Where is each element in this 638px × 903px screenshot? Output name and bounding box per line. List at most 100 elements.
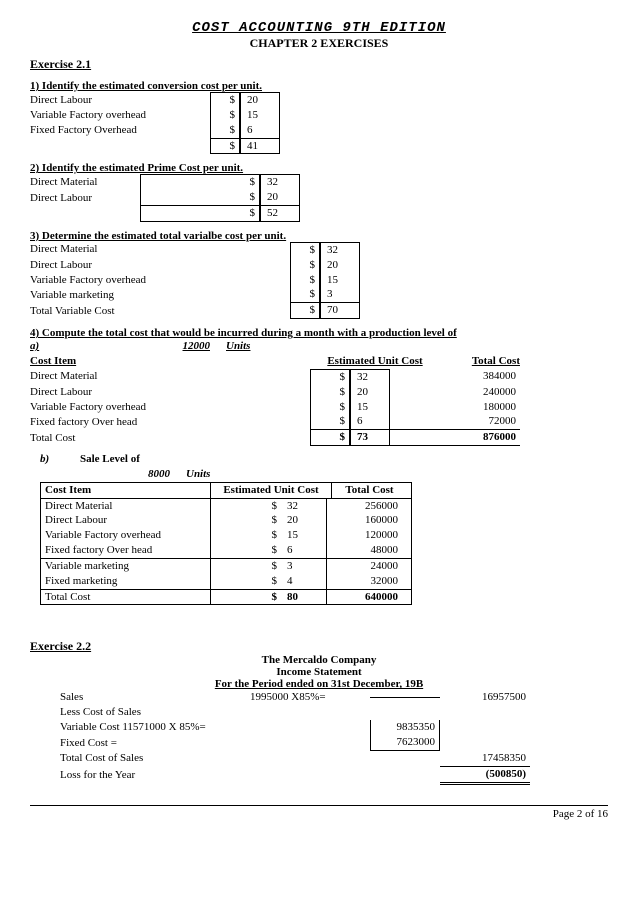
q3-val: 20 xyxy=(320,258,360,273)
q4b-units: Units xyxy=(170,467,210,482)
q4a-hdr-item: Cost Item xyxy=(30,354,310,369)
ex22-less-label: Less Cost of Sales xyxy=(60,705,370,720)
q4b-tot: 256000 xyxy=(327,499,402,514)
q4b-row-label: Variable marketing xyxy=(41,559,211,574)
q4b-cur: $ xyxy=(211,528,281,543)
q4a-total-cur: $ xyxy=(310,430,350,446)
q1-cur: $ xyxy=(210,123,240,139)
ex22-statement: Income Statement xyxy=(30,666,608,678)
ex22-var-label: Variable Cost 11571000 X 85%= xyxy=(60,720,370,735)
q4b-total-cur: $ xyxy=(211,590,281,605)
q4b-row-label: Fixed factory Over head xyxy=(41,543,211,558)
q1-val: 20 xyxy=(240,92,280,108)
q4a-row-label: Variable Factory overhead xyxy=(30,400,310,415)
q4b-cur: $ xyxy=(211,574,281,589)
q4b-val: 4 xyxy=(281,574,327,589)
q2-val: 20 xyxy=(260,190,300,206)
q4b-row-label: Direct Material xyxy=(41,499,211,514)
q3-total-val: 70 xyxy=(320,303,360,319)
q4a-cur: $ xyxy=(310,385,350,400)
q4b-row-label: Variable Factory overhead xyxy=(41,528,211,543)
q4b-tot: 48000 xyxy=(327,543,402,558)
q4a-total-label: Total Cost xyxy=(30,431,310,446)
chapter-title: CHAPTER 2 EXERCISES xyxy=(30,36,608,51)
q3-val: 32 xyxy=(320,242,360,258)
q4b-tot: 24000 xyxy=(327,559,402,574)
q4b-total-label: Total Cost xyxy=(41,590,211,605)
q4a-units: Units xyxy=(210,339,250,354)
q1-prompt: 1) Identify the estimated conversion cos… xyxy=(30,80,608,92)
q3-cur: $ xyxy=(290,242,320,258)
q4b-val: 32 xyxy=(281,499,327,514)
q3-cur: $ xyxy=(290,287,320,303)
page-footer: Page 2 of 16 xyxy=(30,805,608,820)
q4b-hdr-item: Cost Item xyxy=(41,483,211,498)
q1-row-label: Variable Factory overhead xyxy=(30,108,210,123)
q4b-row-label: Direct Labour xyxy=(41,513,211,528)
q3-cur: $ xyxy=(290,273,320,288)
q2-row-label: Direct Labour xyxy=(30,191,140,206)
q4b-total-tot: 640000 xyxy=(327,590,402,605)
q4b-level: 8000 xyxy=(120,467,170,482)
q4b-tag: b) xyxy=(40,452,80,467)
q4a-total-tot: 876000 xyxy=(390,430,520,446)
q4b-hdr-total: Total Cost xyxy=(332,483,407,498)
q4b-val: 20 xyxy=(281,513,327,528)
q4a-hdr-total: Total Cost xyxy=(440,354,520,369)
q2-cur: $ xyxy=(140,174,260,190)
q4b-total-val: 80 xyxy=(281,590,327,605)
q1-row-label: Direct Labour xyxy=(30,93,210,108)
ex22-sales-label: Sales xyxy=(60,690,250,705)
exercise-2-2-title: Exercise 2.2 xyxy=(30,639,608,654)
q4a-total-val: 73 xyxy=(350,430,390,446)
q3-prompt: 3) Determine the estimated total varialb… xyxy=(30,230,608,242)
q3-cur: $ xyxy=(290,258,320,273)
q4a-cur: $ xyxy=(310,369,350,385)
q4b-hdr-unit: Estimated Unit Cost xyxy=(211,483,332,498)
ex22-fixed-label: Fixed Cost = xyxy=(60,736,370,751)
ex22-loss-val: (500850) xyxy=(440,767,530,785)
q3-val: 3 xyxy=(320,287,360,303)
q4a-cur: $ xyxy=(310,414,350,430)
q3-val: 15 xyxy=(320,273,360,288)
q1-total-cur: $ xyxy=(210,139,240,155)
q3-row-label: Direct Material xyxy=(30,242,290,257)
q4b-val: 6 xyxy=(281,543,327,558)
q4a-val: 32 xyxy=(350,369,390,385)
q3-row-label: Variable marketing xyxy=(30,288,290,303)
q4b-tot: 32000 xyxy=(327,574,402,589)
q1-total-val: 41 xyxy=(240,139,280,155)
q4a-row-label: Direct Labour xyxy=(30,385,310,400)
q4a-level: 12000 xyxy=(70,339,210,354)
main-title: COST ACCOUNTING 9TH EDITION xyxy=(30,20,608,36)
q4b-cur: $ xyxy=(211,513,281,528)
q3-row-label: Variable Factory overhead xyxy=(30,273,290,288)
q4a-row-label: Direct Material xyxy=(30,369,310,384)
q4b-cur: $ xyxy=(211,499,281,514)
q1-val: 15 xyxy=(240,108,280,123)
exercise-2-1-title: Exercise 2.1 xyxy=(30,57,608,72)
q4b-heading: Sale Level of xyxy=(80,452,160,467)
q1-cur: $ xyxy=(210,92,240,108)
q4a-row-label: Fixed factory Over head xyxy=(30,415,310,430)
q4a-tag: a) xyxy=(30,339,70,354)
q4b-tot: 120000 xyxy=(327,528,402,543)
q3-row-label: Direct Labour xyxy=(30,258,290,273)
ex22-fixed-val: 7623000 xyxy=(370,735,440,751)
q1-row-label: Fixed Factory Overhead xyxy=(30,123,210,138)
ex22-sales-note: 1995000 X85%= xyxy=(250,690,370,705)
q2-cur: $ xyxy=(140,190,260,206)
q1-cur: $ xyxy=(210,108,240,123)
ex22-loss-label: Loss for the Year xyxy=(60,768,370,783)
ex22-company: The Mercaldo Company xyxy=(30,654,608,666)
q4a-tot: 72000 xyxy=(390,414,520,430)
q3-total-cur: $ xyxy=(290,303,320,319)
q4a-tot: 384000 xyxy=(390,369,520,384)
q4b-cur: $ xyxy=(211,543,281,558)
ex22-period: For the Period ended on 31st December, 1… xyxy=(30,678,608,690)
ex22-var-val: 9835350 xyxy=(370,720,440,735)
q4a-tot: 180000 xyxy=(390,400,520,415)
q4b-cur: $ xyxy=(211,559,281,574)
q3-total-label: Total Variable Cost xyxy=(30,304,290,319)
q4b-val: 15 xyxy=(281,528,327,543)
